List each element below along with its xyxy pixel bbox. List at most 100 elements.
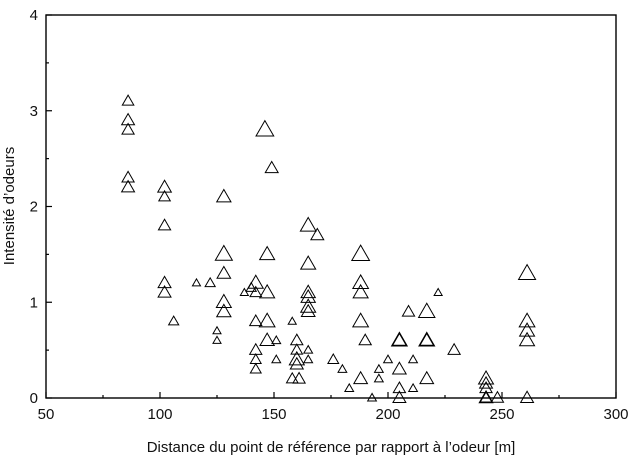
data-point-triangle bbox=[517, 263, 537, 280]
data-point-triangle bbox=[271, 334, 282, 345]
data-point-triangle bbox=[264, 160, 280, 174]
data-markers bbox=[120, 94, 537, 404]
x-axis-ticks: 50 100 150 200 250 300 bbox=[38, 392, 629, 423]
y-tick-label: 3 bbox=[30, 103, 38, 120]
data-point-triangle bbox=[310, 227, 325, 241]
data-point-triangle bbox=[258, 283, 276, 299]
y-tick-label: 0 bbox=[30, 390, 38, 407]
data-point-triangle bbox=[490, 390, 505, 403]
data-point-triangle bbox=[120, 112, 136, 126]
data-point-triangle bbox=[299, 255, 317, 270]
data-point-triangle bbox=[382, 354, 394, 364]
data-point-triangle bbox=[300, 289, 317, 303]
data-point-triangle bbox=[351, 273, 370, 290]
data-point-triangle bbox=[239, 287, 250, 296]
data-point-triangle bbox=[157, 218, 172, 231]
data-point-triangle bbox=[289, 356, 305, 370]
data-point-triangle bbox=[215, 188, 232, 203]
data-point-triangle bbox=[433, 287, 444, 296]
data-point-triangle bbox=[302, 354, 314, 364]
data-point-triangle bbox=[327, 353, 340, 364]
data-point-triangle bbox=[249, 353, 263, 364]
data-point-triangle bbox=[518, 322, 536, 337]
data-point-triangle bbox=[167, 315, 180, 326]
data-point-triangle bbox=[518, 312, 536, 328]
x-tick-label: 100 bbox=[147, 406, 172, 423]
data-point-triangle bbox=[157, 189, 172, 202]
data-point-triangle bbox=[447, 342, 462, 355]
data-point-triangle bbox=[373, 373, 385, 383]
data-point-triangle bbox=[121, 94, 135, 106]
data-point-triangle bbox=[287, 316, 298, 325]
data-point-triangle bbox=[417, 302, 436, 319]
data-point-triangle bbox=[248, 314, 263, 327]
x-tick-label: 250 bbox=[489, 406, 514, 423]
data-point-triangle bbox=[344, 382, 355, 392]
data-point-triangle bbox=[479, 390, 493, 403]
data-point-triangle bbox=[407, 382, 419, 392]
data-point-triangle bbox=[351, 312, 370, 328]
data-point-triangle bbox=[478, 389, 494, 404]
data-point-triangle bbox=[366, 392, 378, 402]
data-point-triangle bbox=[247, 274, 265, 289]
data-point-triangle bbox=[302, 344, 314, 354]
data-point-triangle bbox=[157, 275, 172, 289]
data-point-triangle bbox=[391, 361, 408, 375]
data-point-triangle bbox=[157, 284, 172, 298]
data-point-triangle bbox=[350, 244, 371, 262]
data-point-triangle bbox=[258, 312, 276, 328]
data-point-triangle bbox=[352, 283, 369, 299]
data-point-triangle bbox=[299, 216, 317, 232]
y-tick-label: 2 bbox=[30, 199, 38, 216]
data-point-triangle bbox=[390, 331, 409, 347]
data-point-triangle bbox=[392, 390, 407, 403]
y-axis-label: Intensité d’odeurs bbox=[1, 147, 18, 265]
data-point-triangle bbox=[212, 335, 222, 344]
data-point-triangle bbox=[156, 179, 173, 193]
x-tick-label: 200 bbox=[375, 406, 400, 423]
data-point-triangle bbox=[352, 370, 369, 385]
y-tick-label: 1 bbox=[30, 294, 38, 311]
y-axis-ticks: 0 1 2 3 4 bbox=[30, 7, 52, 407]
data-point-triangle bbox=[215, 303, 232, 318]
data-point-triangle bbox=[518, 331, 536, 347]
data-point-triangle bbox=[478, 375, 494, 389]
data-point-triangle bbox=[299, 298, 317, 313]
data-point-triangle bbox=[191, 277, 202, 287]
data-point-triangle bbox=[392, 381, 407, 394]
data-point-triangle bbox=[419, 370, 435, 385]
data-point-triangle bbox=[212, 325, 222, 335]
data-point-triangle bbox=[418, 331, 436, 347]
data-point-triangle bbox=[216, 265, 232, 279]
data-point-triangle bbox=[401, 304, 416, 317]
data-point-triangle bbox=[120, 179, 136, 193]
data-point-triangle bbox=[258, 245, 276, 261]
data-point-triangle bbox=[121, 170, 136, 183]
data-point-triangle bbox=[271, 354, 282, 364]
data-point-triangle bbox=[290, 343, 304, 355]
data-point-triangle bbox=[300, 284, 317, 299]
data-point-triangle bbox=[288, 350, 306, 366]
data-point-triangle bbox=[407, 354, 419, 364]
data-point-triangle bbox=[358, 333, 373, 346]
data-point-triangle bbox=[292, 371, 307, 384]
data-point-triangle bbox=[249, 285, 263, 298]
x-axis-label: Distance du point de référence par rappo… bbox=[147, 439, 516, 456]
x-tick-label: 300 bbox=[603, 406, 628, 423]
data-point-triangle bbox=[391, 332, 408, 346]
plot-frame bbox=[45, 14, 617, 399]
data-point-triangle bbox=[255, 119, 275, 137]
data-point-triangle bbox=[121, 122, 136, 135]
data-point-triangle bbox=[300, 303, 316, 318]
data-point-triangle bbox=[215, 293, 233, 308]
data-point-triangle bbox=[285, 371, 299, 384]
data-point-triangle bbox=[337, 363, 348, 373]
data-point-triangle bbox=[204, 276, 217, 288]
data-point-triangle bbox=[214, 244, 234, 261]
data-point-triangle bbox=[519, 390, 535, 403]
data-point-triangle bbox=[259, 332, 276, 347]
y-tick-label: 4 bbox=[30, 7, 38, 24]
data-point-triangle bbox=[419, 332, 435, 346]
data-point-triangle bbox=[249, 362, 263, 374]
